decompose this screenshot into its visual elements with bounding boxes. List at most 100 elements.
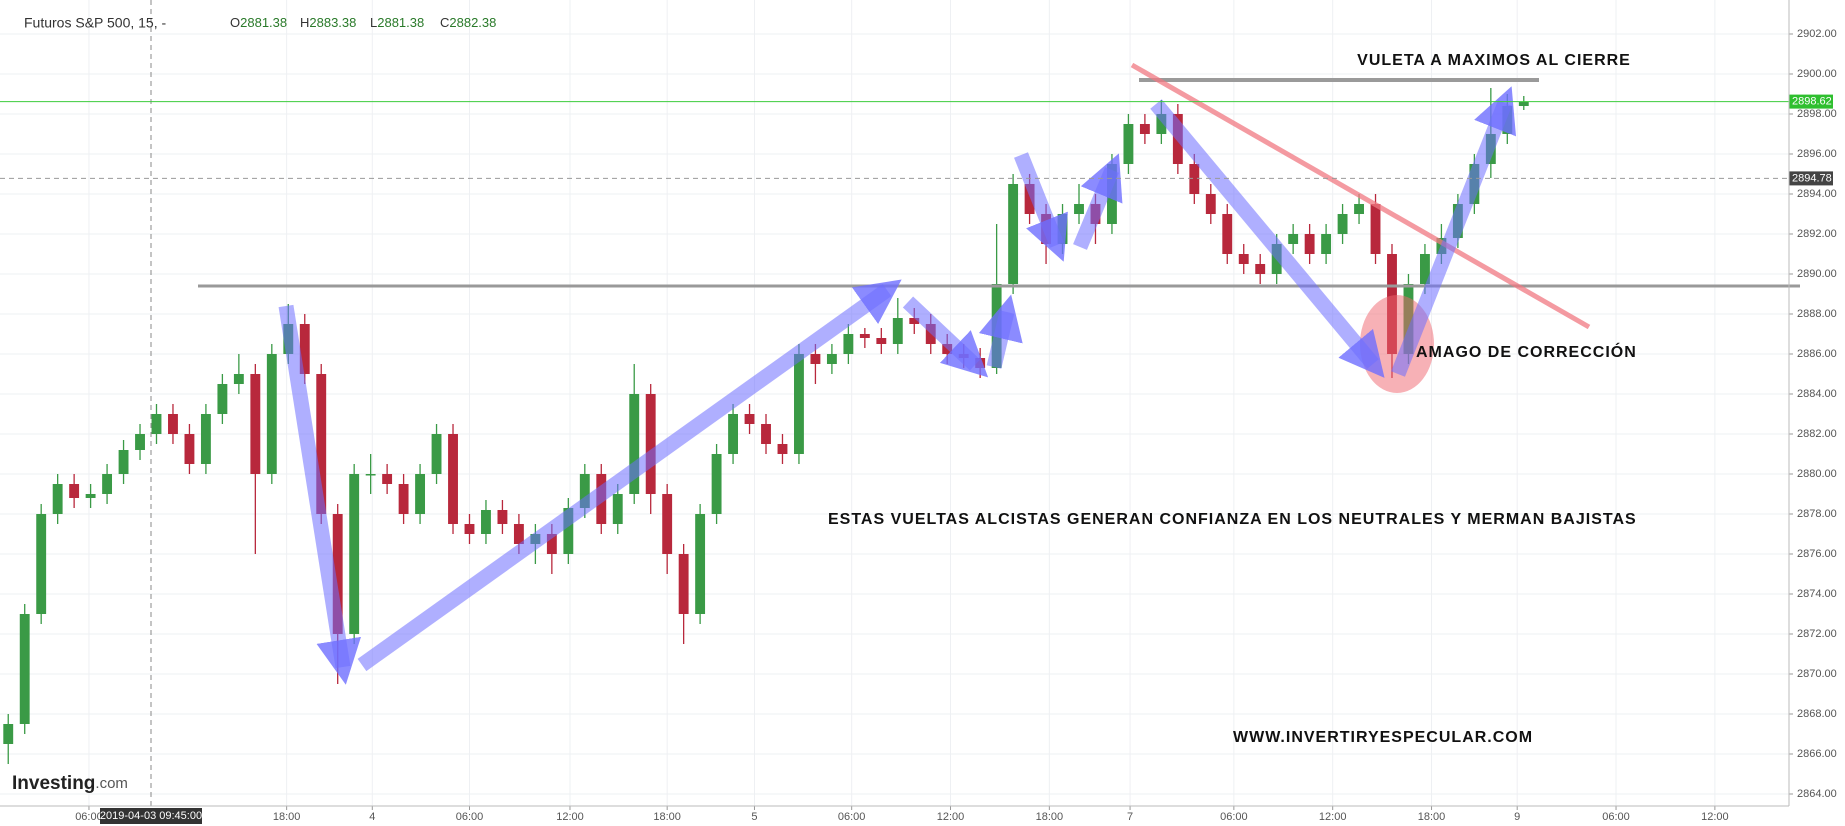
candle-body [1205,194,1216,214]
x-tick-label: 18:00 [653,811,681,823]
candle-body [1074,204,1084,214]
x-tick-label: 18:00 [273,811,301,823]
y-tick-label: 2902.00 [1797,28,1837,40]
candle-body [69,484,80,498]
candle-body [645,394,656,494]
y-tick-label: 2868.00 [1797,708,1837,720]
candle-body [3,724,14,744]
x-tick-label: 12:00 [556,811,584,823]
x-tick-label: 5 [751,811,757,823]
candle-body [794,354,804,454]
annotation: ESTAS VUELTAS ALCISTAS GENERAN CONFIANZA… [828,511,1637,528]
x-tick-label: 06:00 [75,811,103,823]
candle-body [761,424,771,444]
candle-body [695,514,706,614]
y-tick-label: 2890.00 [1797,268,1837,280]
candle-body [876,338,887,344]
arrow [1073,153,1123,250]
candle-body [1419,254,1430,284]
crosshair-label: 2019-04-03 09:45:00 [100,810,202,822]
candle-body [217,384,228,414]
candle-body [1238,254,1249,264]
arrow [978,294,1023,369]
candle-body [36,514,47,614]
x-tick-label: 06:00 [838,811,866,823]
reference-label: 2894.78 [1792,172,1832,184]
candle-body [662,494,673,554]
x-tick-label: 06:00 [1220,811,1248,823]
candle-body [1518,101,1529,106]
ohlc-header: O2881.38 H2883.38 L2881.38 C2882.38 [230,15,496,30]
ohlc-value: 2881.38 [240,15,287,30]
candle-body [1123,124,1134,164]
candle-body [612,494,623,524]
x-tick-label: 06:00 [456,811,484,823]
candle-body [826,354,837,364]
last-price-box [1789,94,1833,109]
candle-body [464,524,475,534]
x-tick-label: 9 [1514,811,1520,823]
y-tick-label: 2886.00 [1797,348,1837,360]
candle-body [1156,114,1167,134]
x-tick-label: 12:00 [937,811,965,823]
candle-body [1139,124,1150,134]
candle-body [233,374,244,384]
y-tick-label: 2882.00 [1797,428,1837,440]
candle-body [250,374,261,474]
candle-body [1337,214,1348,234]
candle-body [1321,234,1332,254]
grid [0,0,1789,806]
arrow [1391,86,1517,377]
arrow [1014,152,1068,262]
x-tick-label: 7 [1127,811,1133,823]
y-tick-label: 2896.00 [1797,148,1837,160]
y-tick-label: 2878.00 [1797,508,1837,520]
candle-body [151,414,162,434]
ohlc-label: L [370,15,377,30]
annotation: WWW.INVERTIRYESPECULAR.COM [1233,729,1533,746]
y-tick-label: 2874.00 [1797,588,1837,600]
logo-suffix: .com [95,775,128,792]
candle-body [728,414,739,454]
chart-title: Futuros S&P 500, 15, - [24,15,166,31]
candle-body [925,324,936,344]
candle-body [579,474,590,508]
last-price-label: 2898.62 [1792,96,1832,108]
candle-body [1354,204,1364,214]
candle-body [332,514,343,634]
x-tick-label: 18:00 [1036,811,1064,823]
candle-body [448,434,458,524]
candle-body [810,354,821,364]
x-tick-label: 06:00 [1602,811,1630,823]
candle-body [1189,164,1200,194]
arrow [902,296,989,378]
candle-body [349,474,360,634]
y-tick-label: 2880.00 [1797,468,1837,480]
candle-body [415,474,426,514]
y-tick-label: 2898.00 [1797,108,1837,120]
ohlc-label: O [230,15,240,30]
candle-body [184,434,195,464]
y-tick-label: 2894.00 [1797,188,1837,200]
candle-body [398,484,409,514]
y-tick-label: 2870.00 [1797,668,1837,680]
overlay: 2864.00 2866.00 2868.00 2870.00 2872.00 2874.… [0,28,1837,823]
candle-body [365,474,376,476]
ohlc-label: H [300,15,309,30]
candle-body [266,354,277,474]
candle-body [299,324,310,374]
candle-body [135,434,145,450]
x-tick-label: 4 [369,811,375,823]
candle-body [497,510,508,524]
candle-body [1008,184,1019,284]
logo: Investing.com [12,773,128,794]
trend-line [1130,62,1591,330]
candle-body [843,334,854,354]
candle-body [777,444,788,454]
candle-body [200,414,211,464]
ohlc-item: C2882.38 [440,15,496,30]
candle-body [85,494,96,498]
y-tick-label: 2876.00 [1797,548,1837,560]
candle-body [892,318,903,344]
annotation: VULETA A MAXIMOS AL CIERRE [1357,52,1631,69]
